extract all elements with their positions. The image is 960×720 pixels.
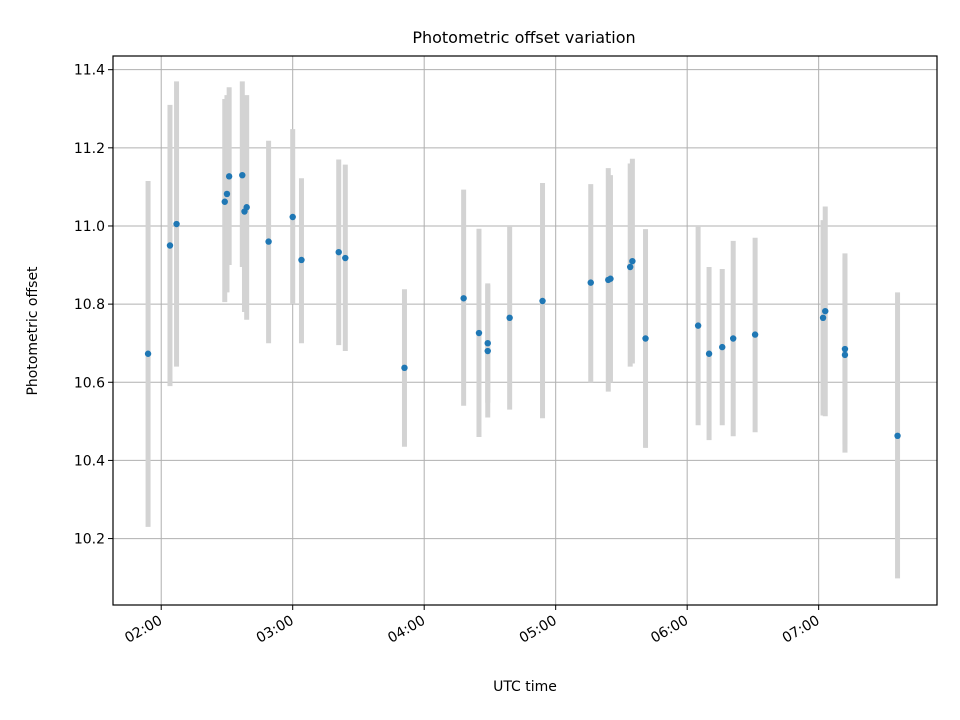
x-axis-label: UTC time (493, 679, 557, 695)
data-point (642, 335, 649, 342)
y-tick-label: 11.4 (74, 63, 105, 79)
data-point (475, 329, 483, 337)
data-point (587, 279, 594, 286)
data-point (506, 314, 513, 322)
x-tick-label: 02:00 (122, 613, 165, 647)
chart-title: Photometric offset variation (412, 28, 635, 47)
y-tick-label: 10.2 (74, 532, 105, 548)
data-point (719, 343, 726, 351)
data-point (342, 254, 349, 262)
data-point (729, 335, 737, 342)
data-point (221, 198, 228, 205)
data-point (401, 364, 408, 372)
data-point (841, 351, 849, 359)
y-tick-label: 10.4 (74, 453, 105, 469)
data-point (144, 350, 152, 357)
data-point (539, 297, 546, 305)
data-point (694, 322, 702, 329)
data-point (225, 173, 233, 180)
y-axis-label: Photometric offset (25, 266, 41, 396)
plot-area (112, 55, 938, 606)
data-point (841, 345, 849, 353)
x-axis-ticks: 02:00 03:00 04:00 05:00 06:00 07:00 (122, 605, 823, 647)
data-point (335, 248, 342, 256)
data-point (626, 263, 634, 271)
y-tick-label: 11.0 (74, 219, 105, 235)
data-point (239, 171, 246, 179)
data-point (484, 339, 491, 347)
data-point (223, 190, 231, 198)
data-point (173, 220, 180, 228)
error-bars (145, 81, 901, 579)
y-tick-label: 10.6 (74, 375, 105, 391)
data-point (484, 347, 491, 355)
data-point (751, 331, 759, 338)
data-point (629, 257, 636, 265)
y-tick-label: 11.2 (74, 141, 105, 157)
x-tick-label: 03:00 (254, 613, 297, 647)
data-point (819, 314, 827, 322)
data-point (894, 432, 901, 440)
data-point (298, 256, 305, 264)
data-point (822, 307, 829, 315)
x-tick-label: 04:00 (385, 613, 428, 647)
data-points (144, 171, 901, 440)
data-point (243, 204, 250, 211)
y-axis-ticks: 10.2 10.4 10.6 10.8 11.0 11.2 11.4 (74, 63, 113, 548)
data-point (607, 275, 614, 282)
x-tick-label: 05:00 (517, 613, 560, 647)
grid-lines (113, 56, 937, 605)
data-point (166, 242, 174, 249)
x-tick-label: 07:00 (780, 613, 823, 647)
data-point (460, 295, 467, 302)
y-tick-label: 10.8 (74, 297, 105, 313)
data-point (265, 238, 272, 245)
x-tick-label: 06:00 (648, 613, 691, 647)
data-point (289, 213, 296, 221)
data-point (705, 350, 713, 357)
